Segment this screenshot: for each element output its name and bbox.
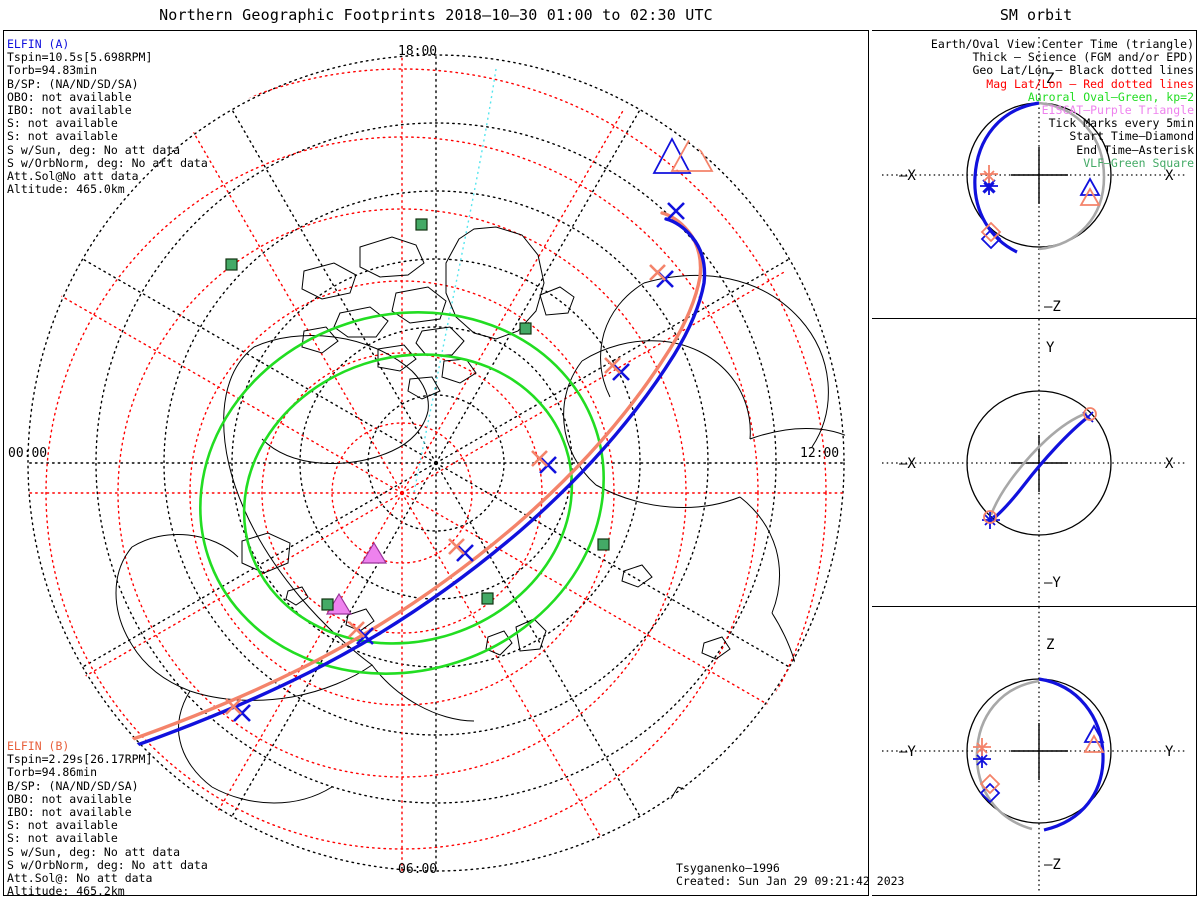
sm-xy-label-left: –X [899, 456, 916, 472]
elfin-b-tspin: Tspin=2.29s[26.17RPM] [7, 752, 153, 767]
sm-orbit-panel-xy: –X X Y –Y [872, 318, 1197, 606]
geo-longitude-lines [26, 53, 846, 873]
vlf-site-square [519, 322, 532, 335]
vlf-site-square [225, 258, 238, 271]
elfin-b-attsol: Att.Sol@: No att data [7, 871, 153, 886]
elfin-a-s2: S: not available [7, 129, 118, 144]
legend-item-view-center: Earth/Oval View Center Time (triangle) [930, 37, 1194, 51]
auroral-oval-inner [242, 353, 574, 645]
terminator-line [413, 68, 497, 494]
elfin-a-tick-marks [111, 202, 685, 760]
legend-item-thick-science: Thick – Science (FGM and/or EPD) [972, 50, 1194, 65]
polar-map-panel [3, 30, 869, 896]
sm-yz-label-left: –Y [899, 744, 916, 760]
legend-item-vlf: VLF–Green Square [1083, 155, 1194, 170]
sm-xy-label-bottom: –Y [1044, 575, 1061, 591]
elfin-a-sun-angle: S w/Sun, deg: No att data [7, 142, 181, 157]
elfin-a-footprint-track [118, 217, 707, 753]
sm-orbit-panel-xz: –X X Z –Z [872, 30, 1197, 318]
elfin-a-attsol: Att.Sol@No att data [7, 169, 139, 184]
legend-item-geo-grid: Geo Lat/Lon – Black dotted lines [972, 63, 1194, 78]
sm-xz-label-top: Z [1046, 71, 1054, 87]
mlt-label-bottom: 06:00 [398, 862, 438, 877]
eiscat-site-triangle [360, 541, 388, 564]
elfin-a-orbnorm: S w/OrbNorm, deg: No att data [7, 155, 208, 170]
legend-item-start-time: Start Time–Diamond [1069, 129, 1194, 144]
sm-yz-label-right: Y [1165, 744, 1174, 760]
sm-orbit-column: –X X Z –Z –X [872, 30, 1197, 896]
mlt-label-left: 00:00 [8, 446, 48, 461]
elfin-a-obo: OBO: not available [7, 89, 132, 104]
map-legend: Earth/Oval View Center Time (triangle) T… [930, 37, 1194, 170]
sm-xz-label-left: –X [899, 168, 916, 184]
vlf-site-square [481, 592, 494, 605]
sm-yz-label-bottom: –Z [1044, 857, 1061, 873]
elfin-a-name: ELFIN (A) [7, 37, 70, 51]
elfin-b-ibo: IBO: not available [7, 805, 132, 820]
elfin-a-s1: S: not available [7, 116, 118, 131]
coastlines [115, 226, 846, 846]
polar-map-svg [26, 53, 846, 873]
elfin-b-s1: S: not available [7, 818, 118, 833]
elfin-a-torb: Torb=94.83min [7, 63, 98, 78]
mlt-label-right: 12:00 [800, 446, 840, 461]
elfin-b-s2: S: not available [7, 831, 118, 846]
elfin-b-info-block: ELFIN (B) Tspin=2.29s[26.17RPM] Torb=94.… [7, 739, 208, 899]
elfin-b-name: ELFIN (B) [7, 739, 70, 753]
elfin-b-altitude: Altitude: 465.2km [7, 884, 125, 899]
auroral-oval-group [199, 311, 605, 675]
sm-xz-label-bottom: –Z [1044, 299, 1061, 315]
elfin-b-obo: OBO: not available [7, 791, 132, 806]
sm-orbit-title: SM orbit [999, 6, 1073, 24]
elfin-a-ibo: IBO: not available [7, 103, 132, 118]
elfin-b-bsp: B/SP: (NA/ND/SD/SA) [7, 778, 139, 793]
auroral-oval-outer [199, 311, 605, 675]
sm-orbit-xy-svg: –X X Y –Y [882, 319, 1187, 606]
created-date: Created: Sun Jan 29 09:21:42 2023 [676, 874, 905, 889]
elfin-a-info-block: ELFIN (A) Tspin=10.5s[5.698RPM] Torb=94.… [7, 37, 208, 197]
elfin-b-torb: Torb=94.86min [7, 765, 98, 780]
elfin-b-sun-angle: S w/Sun, deg: No att data [7, 844, 181, 859]
elfin-a-altitude: Altitude: 465.0km [7, 182, 125, 197]
sm-orbit-yz-svg: –Y Y Z –Z [882, 607, 1187, 893]
legend-item-mag-grid: Mag Lat/Lon – Red dotted lines [986, 76, 1194, 91]
elfin-a-bsp: B/SP: (NA/ND/SD/SA) [7, 76, 139, 91]
vlf-site-square [597, 538, 610, 551]
elfin-b-view-center-triangle [670, 133, 714, 172]
elfin-a-tspin: Tspin=10.5s[5.698RPM] [7, 50, 153, 65]
legend-item-tick-marks: Tick Marks every 5min [1048, 116, 1194, 131]
sm-yz-label-top: Z [1046, 637, 1054, 653]
model-name: Tsyganenko–1996 [676, 861, 780, 875]
sm-orbit-panel-yz: –Y Y Z –Z [872, 606, 1197, 896]
elfin-b-orbnorm: S w/OrbNorm, deg: No att data [7, 857, 208, 872]
sm-xy-label-top: Y [1046, 340, 1055, 356]
credits-block: Tsyganenko–1996 Created: Sun Jan 29 09:2… [676, 861, 905, 889]
sm-orbit-xz-svg: –X X Z –Z [882, 37, 1187, 315]
vlf-site-square [321, 598, 334, 611]
legend-item-end-time: End Time–Asterisk [1076, 142, 1194, 157]
sm-xy-label-right: X [1165, 456, 1174, 472]
legend-item-eiscat: EISCAT–Purple Triangle [1041, 103, 1194, 118]
mlt-label-top: 18:00 [398, 44, 438, 59]
sm-xz-label-right: X [1165, 168, 1174, 184]
vlf-site-square [415, 218, 428, 231]
page-title: Northern Geographic Footprints 2018–10–3… [159, 6, 713, 24]
legend-item-auroral-oval: Auroral Oval–Green, kp=2 [1027, 89, 1194, 104]
